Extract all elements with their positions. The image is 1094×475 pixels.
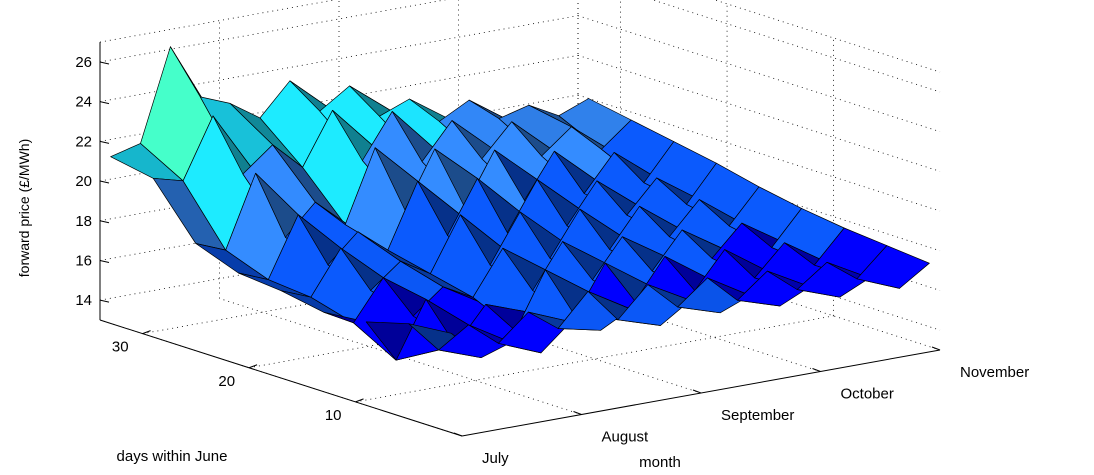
z-axis-label: forward price (£/MWh) xyxy=(16,139,32,277)
grid-line xyxy=(99,213,579,301)
grid-line xyxy=(577,15,941,133)
x-tick-label: July xyxy=(482,450,509,467)
z-tick-label: 16 xyxy=(75,252,92,269)
z-tick-label: 22 xyxy=(75,133,92,150)
grid-line xyxy=(713,0,941,73)
grid-line xyxy=(99,0,337,43)
x-tick-label: November xyxy=(960,364,1029,381)
y-tick-label: 10 xyxy=(325,407,342,424)
y-axis-line xyxy=(99,319,463,437)
z-tick-label: 20 xyxy=(75,173,92,190)
y-tick xyxy=(355,398,364,403)
surface-patch xyxy=(856,245,930,289)
x-tick xyxy=(573,411,582,415)
axes xyxy=(99,42,941,437)
y-axis-label: days within June xyxy=(117,448,228,465)
z-tick-label: 14 xyxy=(75,292,92,309)
z-tick xyxy=(99,101,110,105)
x-tick-label: October xyxy=(841,386,894,403)
grid-line xyxy=(651,0,941,93)
surface-patches xyxy=(110,46,930,361)
x-tick-label: September xyxy=(721,407,794,424)
z-tick-label: 18 xyxy=(75,213,92,230)
grid-line xyxy=(142,247,621,335)
y-tick-label: 20 xyxy=(218,373,235,390)
z-tick xyxy=(99,140,110,144)
z-tick xyxy=(99,180,110,184)
z-tick xyxy=(99,61,110,65)
x-tick xyxy=(812,368,821,372)
grid-line xyxy=(99,0,447,63)
grid-line xyxy=(99,174,579,261)
grid-line xyxy=(248,281,728,369)
x-axis-label: month xyxy=(639,454,681,471)
z-tick xyxy=(99,220,110,224)
z-tick-label: 24 xyxy=(75,94,92,111)
y-tick-label: 30 xyxy=(112,339,129,356)
x-tick xyxy=(453,432,463,437)
z-tick xyxy=(99,259,110,263)
x-tick-label: August xyxy=(602,429,650,446)
grid-line xyxy=(577,94,941,212)
tick-labels: 14 16 18 20 22 24 26 10 20 30 July August September O… xyxy=(75,54,1029,467)
grid-line xyxy=(355,315,834,403)
x-tick xyxy=(692,389,702,394)
x-tick xyxy=(931,346,941,351)
y-tick xyxy=(248,364,258,369)
y-tick xyxy=(142,330,151,335)
z-tick xyxy=(99,299,110,303)
grid-line xyxy=(577,54,941,172)
z-tick-label: 26 xyxy=(75,54,92,71)
